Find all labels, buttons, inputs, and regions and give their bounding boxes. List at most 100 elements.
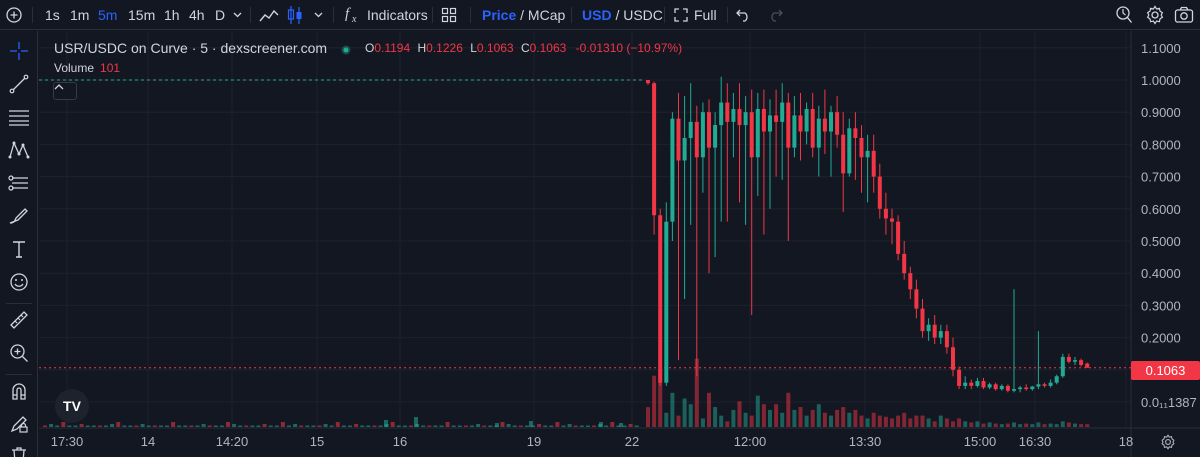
brush-tool[interactable] [4, 203, 34, 233]
settings-gear-icon[interactable] [1145, 5, 1165, 25]
candle-body-down[interactable] [694, 121, 699, 158]
candle-body-up[interactable] [682, 137, 687, 161]
remove-drawings-tool[interactable] [4, 441, 34, 457]
candle-body-down[interactable] [877, 176, 882, 209]
candle-body-down[interactable] [914, 289, 919, 309]
chevron-down-icon[interactable] [314, 11, 323, 19]
candle-body-up[interactable] [926, 324, 931, 332]
candle-body-up[interactable] [768, 115, 772, 132]
candle-body-down[interactable] [896, 221, 901, 254]
fib-retracement-tool[interactable] [4, 104, 34, 134]
crosshair-tool[interactable] [4, 38, 34, 68]
candle-body-up[interactable] [938, 331, 943, 338]
pattern-tool[interactable] [4, 137, 34, 167]
ruler-tool[interactable] [4, 307, 34, 337]
layout-grid-icon[interactable] [441, 7, 457, 23]
candle-body-down[interactable] [1085, 363, 1090, 368]
currency-toggle[interactable]: USD / USDC [582, 0, 663, 30]
text-tool[interactable] [4, 236, 34, 266]
emoji-tool[interactable] [4, 269, 34, 299]
candle-body-down[interactable] [969, 382, 974, 386]
candle-body-down[interactable] [749, 112, 754, 158]
candle-body-down[interactable] [810, 108, 815, 148]
price-chart[interactable]: 1.1000 1.0000 0.9000 0.8000 0.7000 0.6000 0.50… [39, 31, 1200, 457]
indicators-button[interactable]: Indicators [367, 7, 428, 23]
candle-body-up[interactable] [847, 128, 852, 174]
add-symbol-icon[interactable] [6, 7, 22, 23]
candle-body-up[interactable] [1048, 382, 1053, 386]
candle-body-down[interactable] [822, 118, 827, 132]
candle-body-down[interactable] [1042, 384, 1047, 386]
candle-body-down[interactable] [1066, 356, 1071, 362]
candle-body-up[interactable] [688, 121, 693, 138]
candle-body-down[interactable] [920, 308, 925, 332]
candle-body-down[interactable] [798, 115, 803, 132]
candle-body-down[interactable] [853, 128, 858, 138]
chevron-down-icon[interactable] [233, 11, 242, 19]
candle-body-up[interactable] [963, 382, 968, 386]
candle-body-down[interactable] [737, 108, 742, 126]
candle-body-up[interactable] [1012, 389, 1016, 391]
candle-body-down[interactable] [944, 331, 949, 348]
candlestick-chart-icon[interactable] [286, 4, 304, 26]
candle-body-up[interactable] [804, 108, 809, 132]
candle-body-up[interactable] [816, 118, 821, 148]
candle-body-up[interactable] [743, 112, 748, 126]
chart-canvas[interactable]: 1.1000 1.0000 0.9000 0.8000 0.7000 0.6000 0.50… [39, 31, 1200, 457]
undo-icon[interactable] [736, 8, 752, 22]
line-chart-icon[interactable] [258, 5, 280, 25]
candle-body-down[interactable] [774, 115, 779, 122]
candle-body-down[interactable] [707, 112, 711, 148]
price-option[interactable]: Price [482, 7, 517, 23]
usd-option[interactable]: USD [582, 7, 612, 23]
interval-d[interactable]: D [215, 7, 226, 23]
candle-body-up[interactable] [713, 125, 718, 148]
candle-body-down[interactable] [1024, 387, 1029, 390]
interval-1m[interactable]: 1m [70, 7, 90, 23]
candle-body-up[interactable] [780, 102, 785, 122]
interval-1s[interactable]: 1s [45, 7, 60, 23]
tradingview-logo[interactable]: TV [55, 389, 89, 423]
candle-body-down[interactable] [932, 324, 937, 338]
candle-body-up[interactable] [975, 381, 980, 386]
candle-body-up[interactable] [792, 115, 797, 148]
candle-body-down[interactable] [835, 112, 840, 135]
magnet-tool[interactable] [4, 378, 34, 408]
candle-body-down[interactable] [658, 215, 663, 383]
candle-body-down[interactable] [761, 108, 766, 132]
interval-15m[interactable]: 15m [128, 7, 156, 23]
mcap-option[interactable]: MCap [527, 7, 566, 23]
candle-body-up[interactable] [719, 102, 724, 126]
full-button[interactable]: Full [694, 7, 717, 23]
candle-body-down[interactable] [841, 134, 846, 174]
candle-body-down[interactable] [1005, 385, 1010, 391]
interval-4h[interactable]: 4h [189, 7, 205, 23]
collapse-legend-button[interactable] [53, 82, 77, 100]
candle-body-down[interactable] [1079, 360, 1084, 365]
candle-body-up[interactable] [865, 150, 870, 158]
candle-body-up[interactable] [1018, 387, 1023, 390]
candle-body-down[interactable] [725, 102, 730, 122]
candle-body-up[interactable] [1036, 384, 1041, 387]
candle-body-down[interactable] [871, 150, 876, 177]
long-position-tool[interactable] [4, 170, 34, 200]
fullscreen-icon[interactable] [674, 8, 688, 22]
candle-body-down[interactable] [676, 118, 681, 161]
candle-body-up[interactable] [1030, 386, 1035, 390]
candle-body-down[interactable] [981, 381, 986, 388]
candle-body-up[interactable] [1054, 376, 1059, 383]
candle-body-down[interactable] [902, 253, 907, 274]
candle-body-down[interactable] [859, 137, 864, 158]
quick-search-icon[interactable] [1115, 5, 1133, 25]
candle-body-down[interactable] [786, 102, 791, 148]
price-mcap-toggle[interactable]: Price / MCap [482, 0, 565, 30]
redo-icon[interactable] [767, 8, 783, 22]
zoom-in-tool[interactable] [4, 340, 34, 370]
interval-1h[interactable]: 1h [164, 7, 180, 23]
candle-body-down[interactable] [652, 83, 657, 216]
candle-body-up[interactable] [670, 118, 675, 222]
candle-body-up[interactable] [987, 384, 992, 388]
candle-body-up[interactable] [829, 112, 833, 132]
lock-drawing-tool[interactable] [4, 411, 34, 441]
